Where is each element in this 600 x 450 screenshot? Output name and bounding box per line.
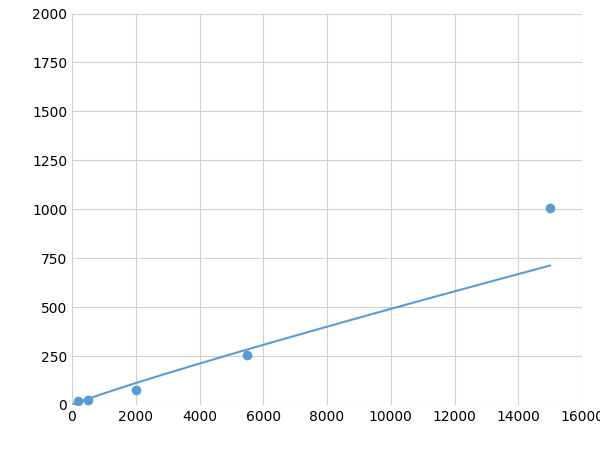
Point (242, 351, 252, 359)
Point (545, 205, 555, 212)
Point (131, 387, 140, 394)
Point (83, 396, 93, 404)
Point (74, 397, 83, 405)
